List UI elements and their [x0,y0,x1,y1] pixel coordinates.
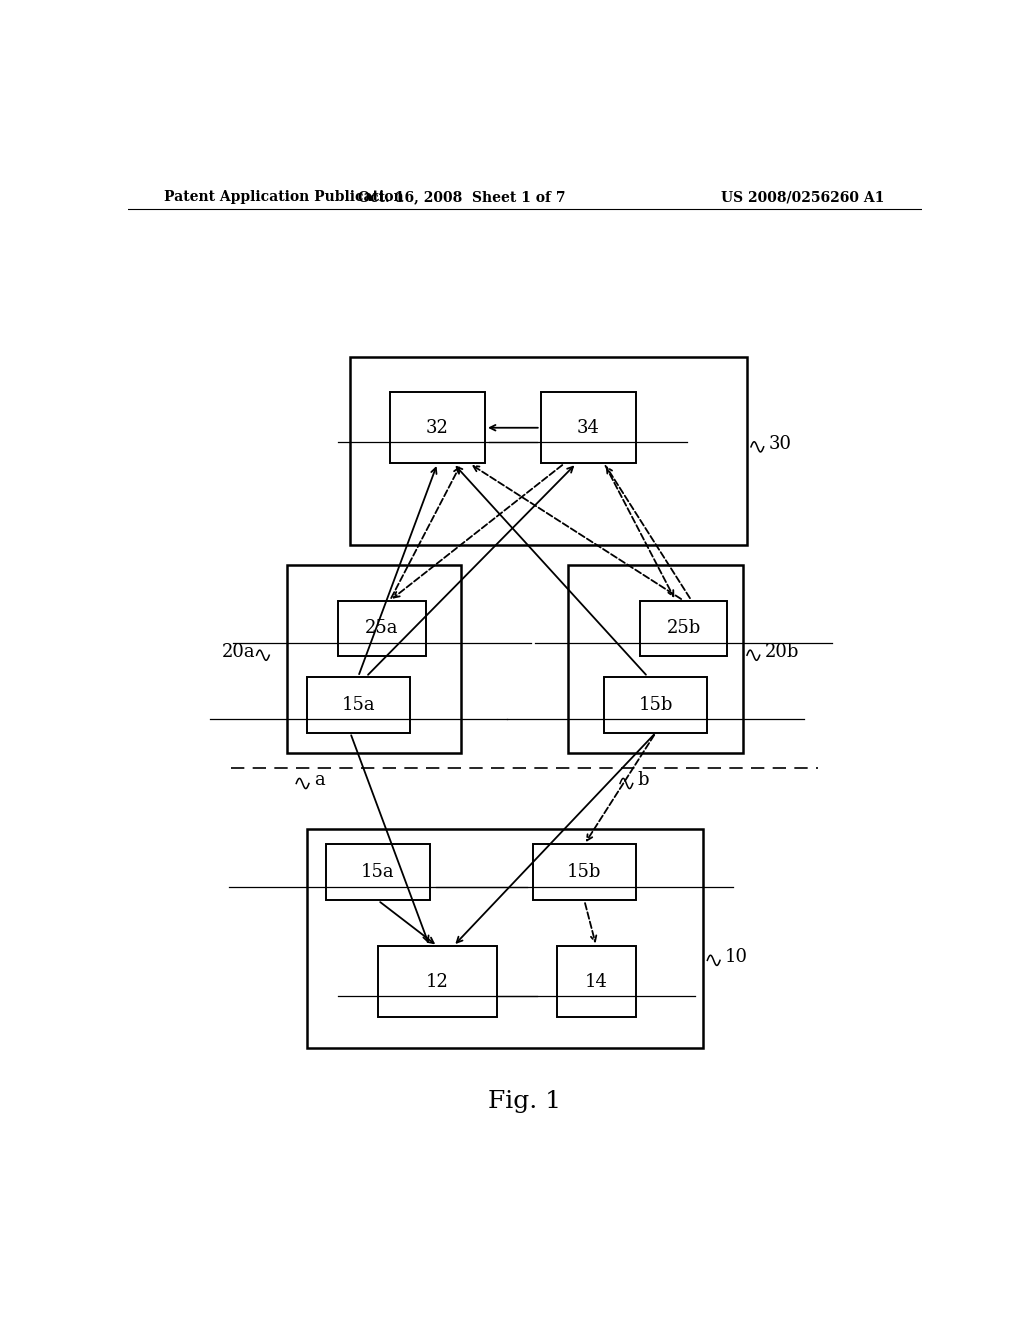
Text: b: b [638,771,649,789]
Bar [640,601,727,656]
Text: a: a [313,771,325,789]
Bar [327,845,430,900]
Bar [306,829,703,1048]
Bar [541,392,636,463]
Text: 10: 10 [725,948,748,966]
Text: 15b: 15b [639,696,673,714]
Bar [338,601,426,656]
Bar [287,565,462,752]
Text: 15b: 15b [567,863,601,882]
Text: 25b: 25b [667,619,700,638]
Bar [568,565,743,752]
Text: US 2008/0256260 A1: US 2008/0256260 A1 [721,190,885,205]
Text: 20b: 20b [765,643,799,661]
Text: 34: 34 [577,418,600,437]
Text: 14: 14 [585,973,607,991]
Text: 15a: 15a [341,696,375,714]
Text: Oct. 16, 2008  Sheet 1 of 7: Oct. 16, 2008 Sheet 1 of 7 [357,190,565,205]
Bar [350,356,748,545]
Text: 25a: 25a [366,619,398,638]
Text: 12: 12 [426,973,449,991]
Bar [604,677,708,733]
Text: 30: 30 [768,434,792,453]
Bar [557,946,636,1018]
Text: Patent Application Publication: Patent Application Publication [164,190,403,205]
Text: 32: 32 [426,418,449,437]
Text: Fig. 1: Fig. 1 [488,1090,561,1113]
Bar [390,392,485,463]
Bar [306,677,410,733]
Bar [532,845,636,900]
Text: 20a: 20a [221,643,255,661]
Text: 15a: 15a [361,863,395,882]
Bar [378,946,497,1018]
